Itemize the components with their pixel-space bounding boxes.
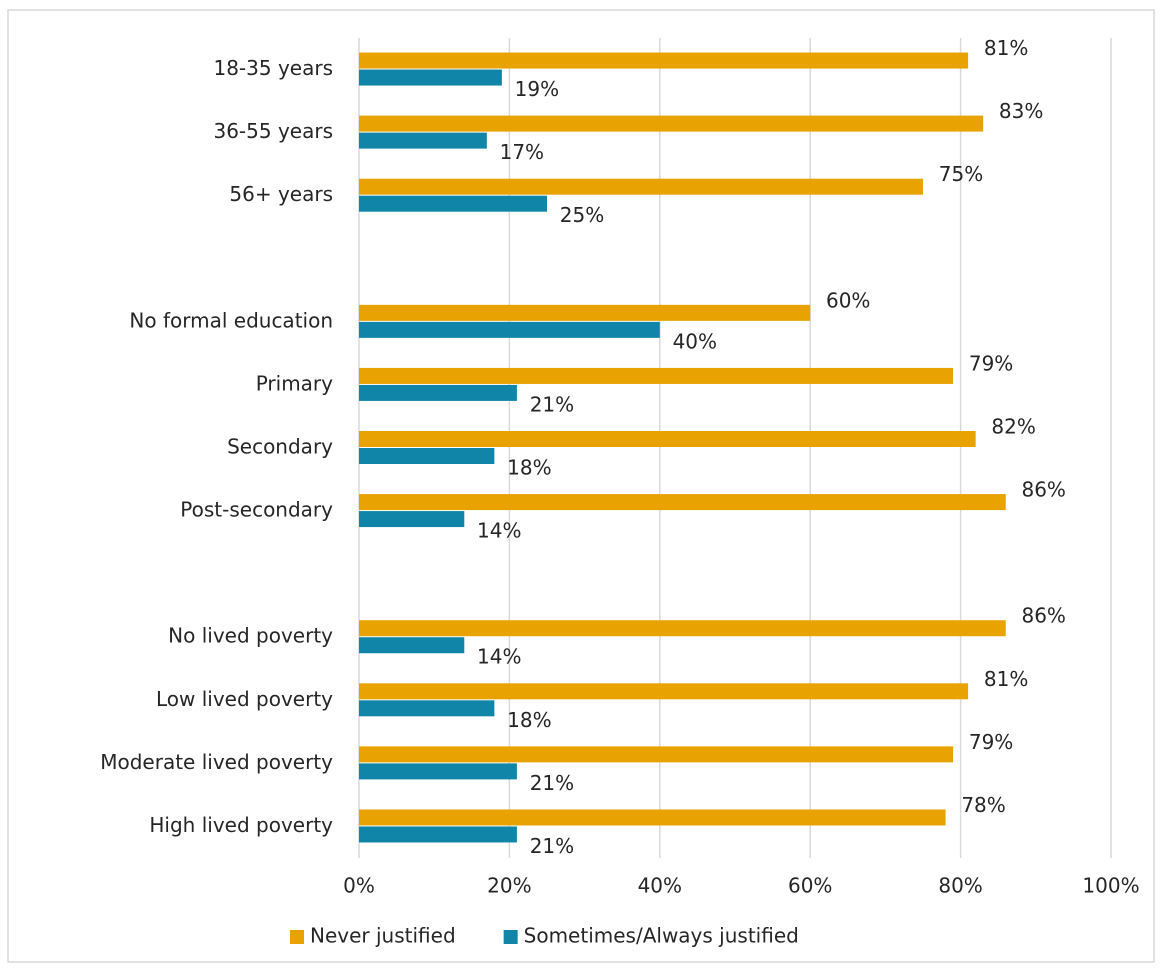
value-label: 21% (530, 834, 574, 858)
bar (359, 132, 487, 149)
x-tick-label: 0% (343, 874, 375, 898)
y-tick-label: 56+ years (229, 182, 333, 206)
x-tick-label: 100% (1082, 874, 1139, 898)
y-tick-label: 18-35 years (213, 56, 333, 80)
value-label: 14% (477, 645, 521, 669)
value-label: 21% (530, 771, 574, 795)
y-tick-label: No formal education (129, 308, 333, 332)
value-label: 82% (991, 415, 1035, 439)
chart-frame (7, 9, 1155, 963)
value-label: 83% (999, 99, 1043, 123)
value-label: 17% (500, 140, 544, 164)
legend-swatch (290, 930, 304, 944)
bar (359, 763, 517, 780)
legend-label: Never justified (310, 924, 456, 948)
value-label: 18% (507, 708, 551, 732)
bar (359, 683, 969, 700)
bar (359, 367, 954, 384)
value-label: 81% (984, 667, 1028, 691)
value-label: 79% (969, 730, 1013, 754)
y-tick-label: Primary (256, 371, 333, 395)
legend-label: Sometimes/Always justified (524, 924, 799, 948)
bar (359, 809, 946, 826)
x-tick-label: 40% (638, 874, 682, 898)
value-label: 21% (530, 392, 574, 416)
bar (359, 195, 547, 212)
legend-swatch (503, 930, 518, 944)
value-label: 40% (673, 329, 717, 353)
bar (359, 620, 1006, 637)
value-label: 86% (1021, 604, 1065, 628)
bar (359, 69, 502, 86)
y-tick-label: 36-55 years (213, 119, 333, 143)
bar (359, 826, 517, 843)
y-tick-label: Low lived poverty (156, 687, 333, 711)
value-label: 81% (984, 36, 1028, 60)
y-tick-label: Secondary (227, 435, 333, 459)
value-label: 25% (560, 203, 604, 227)
bar (359, 321, 660, 338)
y-tick-label: Moderate lived poverty (100, 750, 333, 774)
bar (359, 511, 465, 528)
value-label: 78% (961, 793, 1005, 817)
bar (359, 52, 969, 69)
bar (359, 746, 954, 763)
bar (359, 431, 976, 447)
value-label: 60% (826, 288, 870, 312)
y-tick-label: No lived poverty (168, 624, 333, 648)
value-label: 19% (515, 77, 559, 101)
bar (359, 637, 465, 654)
value-label: 18% (507, 456, 551, 480)
bar (359, 304, 811, 321)
bar (359, 178, 923, 195)
value-label: 75% (939, 162, 983, 186)
bar (359, 115, 984, 132)
x-tick-label: 80% (938, 874, 982, 898)
x-tick-label: 20% (487, 874, 531, 898)
y-tick-label: High lived poverty (149, 813, 333, 837)
value-label: 14% (477, 519, 521, 543)
value-label: 79% (969, 351, 1013, 375)
x-tick-label: 60% (788, 874, 832, 898)
value-label: 86% (1021, 478, 1065, 502)
y-tick-label: Post-secondary (180, 498, 333, 522)
bar (359, 384, 517, 401)
bar (359, 700, 495, 717)
bar (359, 448, 495, 464)
bar (359, 494, 1006, 511)
